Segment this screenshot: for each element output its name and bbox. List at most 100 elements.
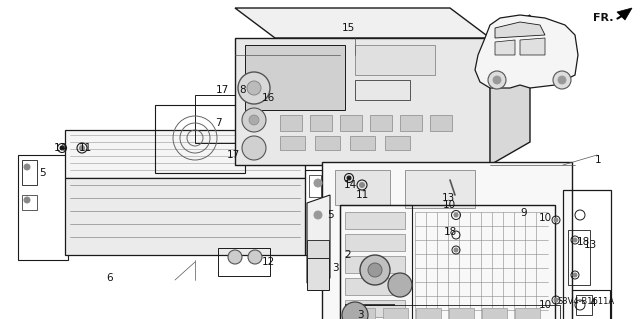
- Text: 4: 4: [589, 298, 596, 308]
- Text: 8: 8: [240, 85, 246, 95]
- Text: 5: 5: [38, 168, 45, 178]
- Bar: [340, 205, 555, 319]
- Bar: [345, 305, 560, 319]
- Circle shape: [238, 72, 270, 104]
- Bar: [355, 80, 410, 100]
- Text: 13: 13: [442, 193, 454, 203]
- Bar: [563, 190, 611, 319]
- Text: 13: 13: [584, 240, 596, 250]
- Text: 9: 9: [521, 208, 527, 218]
- Bar: [22, 160, 37, 185]
- Polygon shape: [495, 22, 545, 38]
- Bar: [245, 45, 345, 110]
- Bar: [322, 162, 572, 319]
- Bar: [350, 136, 375, 150]
- Bar: [18, 155, 68, 260]
- Circle shape: [454, 248, 458, 252]
- Text: 5: 5: [326, 210, 333, 220]
- Bar: [449, 308, 474, 319]
- Text: 17: 17: [227, 150, 239, 160]
- Bar: [370, 115, 392, 131]
- Bar: [572, 290, 610, 319]
- Bar: [307, 258, 329, 290]
- Polygon shape: [475, 15, 578, 88]
- Polygon shape: [235, 38, 490, 165]
- Circle shape: [60, 146, 64, 150]
- Polygon shape: [307, 195, 330, 283]
- Bar: [315, 136, 340, 150]
- Polygon shape: [490, 15, 530, 165]
- Text: 11: 11: [355, 190, 369, 200]
- Bar: [305, 170, 353, 255]
- Text: S3V4-B1611A: S3V4-B1611A: [557, 298, 614, 307]
- Bar: [430, 115, 452, 131]
- Bar: [22, 195, 37, 210]
- Bar: [309, 175, 321, 197]
- Circle shape: [247, 81, 261, 95]
- Bar: [400, 115, 422, 131]
- Circle shape: [553, 71, 571, 89]
- Text: FR.: FR.: [593, 13, 613, 23]
- Circle shape: [573, 273, 577, 277]
- Circle shape: [368, 263, 382, 277]
- Polygon shape: [520, 38, 545, 55]
- Circle shape: [242, 136, 266, 160]
- Bar: [568, 230, 590, 285]
- Text: 16: 16: [261, 93, 275, 103]
- Text: 10: 10: [538, 300, 552, 310]
- Text: 7: 7: [214, 118, 221, 128]
- Circle shape: [242, 108, 266, 132]
- Bar: [280, 115, 302, 131]
- Circle shape: [249, 115, 259, 125]
- Bar: [355, 45, 435, 75]
- Polygon shape: [495, 40, 515, 55]
- Bar: [195, 95, 265, 143]
- Bar: [416, 308, 441, 319]
- Text: 12: 12: [261, 257, 275, 267]
- Circle shape: [388, 273, 412, 297]
- Bar: [345, 300, 405, 317]
- Circle shape: [314, 179, 322, 187]
- Bar: [345, 212, 405, 229]
- Text: 1: 1: [595, 155, 602, 165]
- Circle shape: [554, 298, 558, 302]
- Bar: [482, 308, 507, 319]
- Text: 14: 14: [344, 180, 356, 190]
- Text: 15: 15: [341, 23, 355, 33]
- Circle shape: [79, 145, 84, 151]
- Bar: [405, 170, 475, 208]
- Bar: [383, 308, 408, 319]
- Bar: [345, 278, 405, 295]
- Circle shape: [314, 211, 322, 219]
- Circle shape: [573, 238, 577, 242]
- Circle shape: [454, 213, 458, 217]
- Polygon shape: [65, 130, 305, 178]
- Circle shape: [347, 176, 351, 180]
- Bar: [515, 308, 540, 319]
- Circle shape: [24, 164, 30, 170]
- Text: 3: 3: [332, 263, 339, 273]
- Text: 14: 14: [53, 143, 67, 153]
- Bar: [345, 234, 405, 251]
- Circle shape: [493, 76, 501, 84]
- Text: 11: 11: [78, 143, 92, 153]
- Circle shape: [554, 218, 558, 222]
- Circle shape: [488, 71, 506, 89]
- Text: 10: 10: [442, 200, 456, 210]
- Text: 18: 18: [577, 237, 589, 247]
- Text: 17: 17: [216, 85, 228, 95]
- Bar: [307, 240, 329, 258]
- Circle shape: [342, 302, 368, 319]
- Bar: [280, 136, 305, 150]
- Text: 10: 10: [538, 213, 552, 223]
- Bar: [350, 308, 375, 319]
- Polygon shape: [235, 8, 490, 38]
- Bar: [155, 105, 245, 173]
- Bar: [310, 115, 332, 131]
- Circle shape: [228, 250, 242, 264]
- Circle shape: [24, 197, 30, 203]
- Bar: [218, 248, 270, 276]
- Text: 6: 6: [107, 273, 113, 283]
- Text: 2: 2: [345, 250, 351, 260]
- Text: 3: 3: [356, 310, 364, 319]
